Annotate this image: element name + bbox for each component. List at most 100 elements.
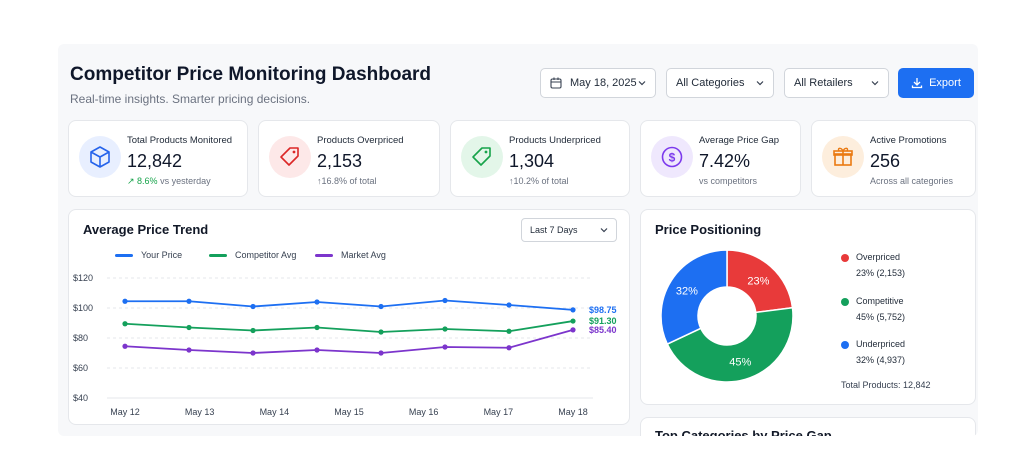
positioning-title: Price Positioning bbox=[655, 222, 762, 237]
legend-detail: 32% (4,937) bbox=[856, 355, 906, 365]
top-categories-card: Top Categories by Price Gap bbox=[640, 417, 976, 436]
range-select[interactable]: Last 7 Days bbox=[521, 218, 617, 242]
y-tick-label: $100 bbox=[73, 303, 93, 313]
kpi-subtext: Across all categories bbox=[870, 176, 954, 186]
data-point bbox=[314, 347, 320, 353]
chevron-down-icon bbox=[756, 79, 764, 87]
x-tick-label: May 12 bbox=[110, 407, 140, 417]
export-label: Export bbox=[929, 77, 961, 89]
date-value: May 18, 2025 bbox=[570, 77, 637, 89]
dollar-icon: $ bbox=[651, 136, 693, 178]
total-products-label: Total Products: 12,842 bbox=[841, 380, 931, 390]
legend-label: Market Avg bbox=[341, 250, 386, 260]
data-point bbox=[570, 327, 576, 333]
donut-slice bbox=[660, 249, 728, 346]
legend-dot bbox=[841, 254, 849, 262]
retailer-select[interactable]: All Retailers bbox=[784, 68, 889, 98]
calendar-icon bbox=[550, 77, 562, 89]
data-point bbox=[570, 318, 576, 324]
legend-label: Competitor Avg bbox=[235, 250, 297, 260]
legend-name: Competitive bbox=[856, 296, 904, 306]
kpi-card-total: Total Products Monitored 12,842 ↗ 8.6% v… bbox=[68, 120, 248, 197]
download-icon bbox=[911, 78, 923, 89]
data-point bbox=[378, 350, 384, 356]
tag-icon bbox=[461, 136, 503, 178]
kpi-label: Products Overpriced bbox=[317, 135, 404, 146]
legend-market-avg: Market Avg bbox=[315, 250, 386, 260]
chevron-down-icon bbox=[600, 226, 608, 234]
price-trend-chart: $120 $100 $80 $60 $40 May 12 May 13 May 14 May 1… bbox=[73, 273, 617, 417]
x-tick-label: May 18 bbox=[558, 407, 588, 417]
kpi-card-underpriced: Products Underpriced 1,304 ↑10.2% of tot… bbox=[450, 120, 630, 197]
trend-title: Average Price Trend bbox=[83, 222, 209, 237]
page-subtitle: Real-time insights. Smarter pricing deci… bbox=[70, 92, 311, 106]
data-point bbox=[122, 343, 128, 349]
legend-swatch bbox=[315, 253, 333, 257]
kpi-subtext: ↗ 8.6% vs yesterday bbox=[127, 176, 211, 187]
legend-swatch bbox=[115, 253, 133, 257]
legend-name: Underpriced bbox=[856, 339, 906, 349]
legend-label: Your Price bbox=[141, 250, 183, 260]
data-point bbox=[250, 303, 256, 310]
tag-icon bbox=[269, 136, 311, 178]
data-point bbox=[378, 329, 384, 335]
price-trend-card: Average Price Trend Last 7 Days Your Pri… bbox=[68, 209, 630, 425]
legend-dot bbox=[841, 341, 849, 349]
data-point bbox=[186, 324, 192, 331]
kpi-value: 256 bbox=[870, 151, 901, 171]
data-point bbox=[506, 345, 512, 351]
price-positioning-card: Price Positioning 23% 45% 32% Overpriced 2… bbox=[640, 209, 976, 405]
series-line bbox=[125, 299, 574, 311]
kpi-value: 1,304 bbox=[509, 151, 555, 171]
x-tick-label: May 16 bbox=[409, 407, 439, 417]
kpi-card-overpriced: Products Overpriced 2,153 ↑16.8% of tota… bbox=[258, 120, 440, 197]
data-point bbox=[442, 326, 448, 332]
kpi-value: 12,842 bbox=[127, 151, 183, 171]
kpi-subtext: ↑16.8% of total bbox=[317, 176, 377, 186]
x-tick-label: May 13 bbox=[185, 407, 215, 417]
data-point bbox=[570, 307, 576, 313]
arrow-up-right-icon: ↗ bbox=[127, 176, 138, 186]
data-point bbox=[442, 297, 448, 304]
data-point bbox=[186, 298, 192, 304]
legend-detail: 45% (5,752) bbox=[856, 312, 906, 322]
export-button[interactable]: Export bbox=[898, 68, 974, 98]
y-tick-label: $60 bbox=[73, 363, 88, 373]
legend-dot bbox=[841, 298, 849, 306]
category-select[interactable]: All Categories bbox=[666, 68, 774, 98]
data-point bbox=[186, 347, 192, 353]
kpi-value: 2,153 bbox=[317, 151, 363, 171]
series-end-label: $91.30 bbox=[589, 316, 617, 326]
data-point bbox=[250, 327, 256, 334]
data-point bbox=[314, 299, 320, 305]
data-point bbox=[442, 344, 448, 350]
x-tick-label: May 14 bbox=[260, 407, 290, 417]
series-line bbox=[124, 329, 574, 354]
slice-label: 23% bbox=[747, 275, 769, 287]
kpi-change: 10.2% of total bbox=[513, 176, 569, 186]
data-point bbox=[378, 303, 384, 310]
range-value: Last 7 Days bbox=[530, 225, 578, 235]
x-tick-label: May 15 bbox=[334, 407, 364, 417]
kpi-card-promotions: Active Promotions 256 Across all categor… bbox=[811, 120, 976, 197]
category-value: All Categories bbox=[676, 77, 745, 89]
arrow-up-icon: ↑ bbox=[317, 176, 322, 186]
data-point bbox=[506, 302, 512, 308]
kpi-card-price-gap: $ Average Price Gap 7.42% vs competitors bbox=[640, 120, 801, 197]
kpi-label: Products Underpriced bbox=[509, 135, 601, 146]
legend-name: Overpriced bbox=[856, 252, 901, 262]
top-categories-title: Top Categories by Price Gap bbox=[655, 428, 832, 436]
data-point bbox=[122, 321, 128, 327]
data-point bbox=[250, 350, 256, 356]
series-line bbox=[124, 320, 574, 333]
arrow-up-icon: ↑ bbox=[509, 176, 514, 186]
gift-icon bbox=[822, 136, 864, 178]
svg-text:$: $ bbox=[669, 151, 676, 165]
date-picker[interactable]: May 18, 2025 bbox=[540, 68, 656, 98]
chevron-down-icon bbox=[871, 79, 879, 87]
y-tick-label: $80 bbox=[73, 333, 88, 343]
y-tick-label: $120 bbox=[73, 273, 93, 283]
donut-slice bbox=[666, 306, 794, 383]
kpi-change: 16.8% of total bbox=[321, 176, 377, 186]
kpi-change: 8.6% bbox=[137, 176, 158, 186]
